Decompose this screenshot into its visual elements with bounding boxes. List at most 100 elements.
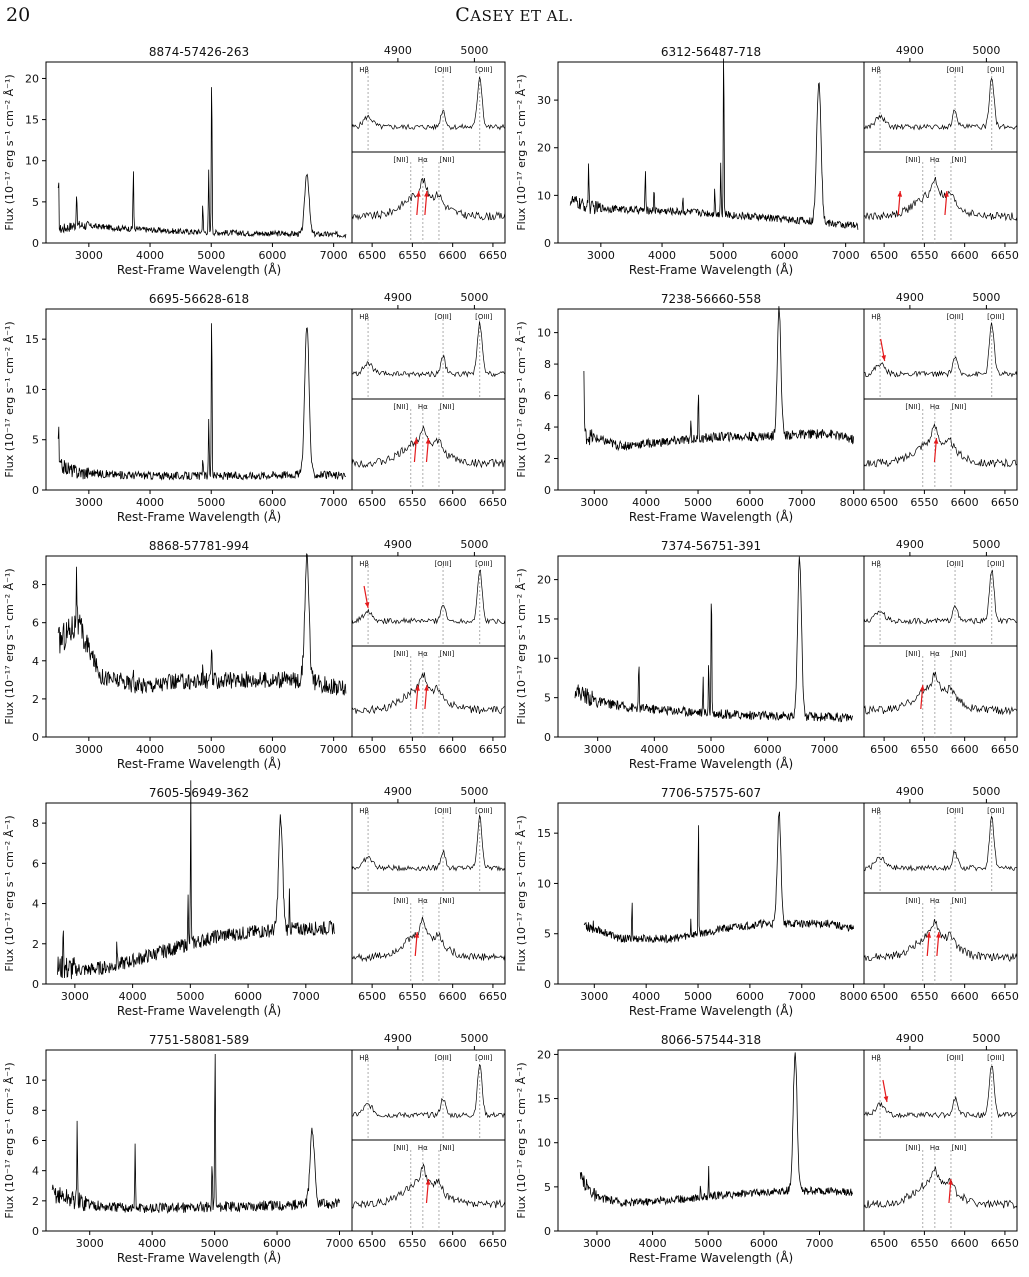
annotation-arrowhead (919, 685, 925, 691)
inset-bottom-spectrum (863, 671, 1018, 716)
y-axis-label: Flux (10⁻¹⁷ erg s⁻¹ cm⁻² Å⁻¹) (515, 74, 528, 230)
annotation-arrowhead (881, 355, 886, 361)
inset-bottom-spectrum (863, 177, 1018, 222)
y-tick-label: 0 (544, 484, 551, 497)
y-tick-label: 5 (544, 692, 551, 705)
inset-top-spectrum (863, 815, 1018, 872)
inset-bottom-tick-label: 6600 (951, 743, 979, 756)
inset-hbeta-oiii (351, 555, 506, 647)
inset-hbeta-oiii (863, 1049, 1018, 1141)
annotation-arrowhead (897, 191, 903, 197)
inset-top-spectrum (352, 1064, 506, 1119)
x-tick-label: 3000 (584, 743, 612, 756)
annotation-arrowhead (936, 932, 941, 938)
inset-top-spectrum (863, 322, 1018, 378)
x-tick-label: 4000 (136, 496, 164, 509)
y-tick-label: 0 (544, 1225, 551, 1238)
line-label: Hβ (871, 313, 881, 321)
y-tick-label: 5 (544, 1181, 551, 1194)
line-label: [OIII] (946, 1054, 963, 1062)
spectrum-line (569, 58, 859, 230)
spectrum-panel: 7605-56949-362 3000 4000 5000 6000 7000 0 2 4 6 8 R… (3, 780, 507, 1017)
annotation-arrowhead (415, 685, 420, 691)
inset-top-spectrum (351, 321, 506, 378)
y-tick-label: 6 (32, 617, 39, 630)
spectrum-panel: 8874-57426-263 3000 4000 5000 6000 7000 0 5 10 15… (3, 44, 507, 276)
line-label: [NII] (905, 403, 920, 411)
inset-top-tick-label: 4900 (384, 291, 412, 304)
inset-bottom-tick-label: 6500 (358, 990, 386, 1003)
y-tick-label: 5 (32, 434, 39, 447)
x-tick-label: 5000 (197, 249, 225, 262)
inset-top-tick-label: 4900 (896, 785, 924, 798)
inset-bottom-tick-label: 6650 (479, 496, 507, 509)
inset-bottom-tick-label: 6650 (479, 249, 507, 262)
y-tick-label: 6 (544, 390, 551, 403)
y-tick-label: 6 (32, 1135, 39, 1148)
inset-hbeta-oiii (351, 308, 506, 400)
inset-top-tick-label: 5000 (972, 1032, 1000, 1045)
line-label: [NII] (393, 403, 408, 411)
annotation-arrowhead (414, 932, 420, 938)
x-tick-label: 6000 (258, 743, 286, 756)
x-tick-label: 3000 (61, 990, 89, 1003)
line-label: Hβ (359, 66, 369, 74)
line-label: Hα (930, 156, 940, 164)
spectrum-line (51, 1053, 340, 1214)
inset-halpha-nii (351, 892, 506, 985)
line-label: Hβ (871, 807, 881, 815)
x-tick-label: 6000 (736, 496, 764, 509)
inset-top-tick-label: 5000 (972, 785, 1000, 798)
line-label: [OIII] (987, 313, 1004, 321)
inset-bottom-tick-label: 6550 (398, 249, 426, 262)
y-tick-label: 20 (25, 72, 39, 85)
x-tick-label: 3000 (580, 990, 608, 1003)
y-axis-label: Flux (10⁻¹⁷ erg s⁻¹ cm⁻² Å⁻¹) (3, 815, 16, 971)
line-label: Hβ (871, 66, 881, 74)
inset-bottom-tick-label: 6600 (439, 990, 467, 1003)
main-axes-frame (557, 802, 865, 985)
x-tick-label: 3000 (583, 1237, 611, 1250)
inset-bottom-tick-label: 6500 (358, 1237, 386, 1250)
annotation-arrowhead (944, 191, 949, 197)
inset-bottom-tick-label: 6550 (910, 249, 938, 262)
y-tick-label: 0 (32, 978, 39, 991)
y-tick-label: 2 (32, 1195, 39, 1208)
y-tick-label: 5 (32, 196, 39, 209)
x-tick-label: 7000 (810, 743, 838, 756)
inset-bottom-tick-label: 6600 (951, 990, 979, 1003)
inset-top-tick-label: 4900 (384, 1032, 412, 1045)
y-tick-label: 0 (32, 484, 39, 497)
x-axis-label: Rest-Frame Wavelength (Å) (629, 509, 793, 523)
page-number: 20 (6, 4, 31, 26)
line-label: Hβ (359, 313, 369, 321)
y-tick-label: 10 (25, 155, 39, 168)
inset-bottom-tick-label: 6650 (991, 496, 1019, 509)
spectrum-title: 7238-56660-558 (661, 292, 761, 306)
inset-top-tick-label: 4900 (384, 538, 412, 551)
spectrum-title: 8868-57781-994 (149, 539, 249, 553)
line-label: Hα (418, 403, 428, 411)
page-header: 20 CASEY ET AL. (0, 2, 1029, 30)
inset-halpha-nii (351, 151, 506, 244)
inset-bottom-tick-label: 6650 (479, 1237, 507, 1250)
line-label: [OIII] (434, 66, 451, 74)
line-label: [OIII] (475, 313, 492, 321)
x-tick-label: 4000 (648, 249, 676, 262)
line-label: [NII] (393, 897, 408, 905)
inset-bottom-tick-label: 6550 (910, 990, 938, 1003)
x-tick-label: 5000 (176, 990, 204, 1003)
inset-bottom-tick-label: 6550 (398, 1237, 426, 1250)
inset-bottom-tick-label: 6500 (870, 743, 898, 756)
y-tick-label: 0 (32, 1225, 39, 1238)
line-label: [OIII] (946, 807, 963, 815)
x-tick-label: 3000 (75, 743, 103, 756)
x-tick-label: 5000 (684, 990, 712, 1003)
x-tick-label: 3000 (75, 496, 103, 509)
inset-top-spectrum (351, 76, 506, 131)
inset-bottom-tick-label: 6600 (439, 1237, 467, 1250)
line-label: Hβ (359, 807, 369, 815)
y-axis-label: Flux (10⁻¹⁷ erg s⁻¹ cm⁻² Å⁻¹) (515, 1062, 528, 1218)
x-tick-label: 4000 (640, 743, 668, 756)
spectrum-title: 7605-56949-362 (149, 786, 249, 800)
